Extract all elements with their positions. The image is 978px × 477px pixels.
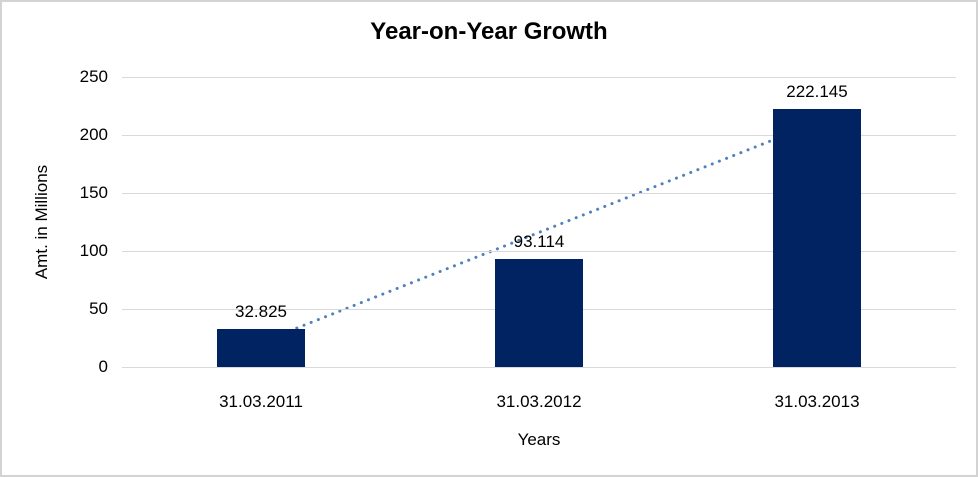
gridline [122,250,956,252]
gridline [122,366,956,368]
bar-31.03.2013 [773,109,861,367]
y-tick-label: 0 [98,357,108,376]
x-category-label: 31.03.2012 [496,392,582,411]
gridline [122,192,956,194]
y-tick-label: 50 [89,299,108,318]
bar-31.03.2011 [217,328,305,367]
x-category-label: 31.03.2011 [219,392,303,411]
plot-area: 32.825 93.114 222.145 [122,76,956,368]
chart-title: Year-on-Year Growth [370,18,608,45]
data-label: 32.825 [235,301,287,321]
y-tick-label: 150 [79,183,108,202]
x-category-label: 31.03.2013 [774,392,860,411]
data-label: 93.114 [513,232,565,251]
y-tick-label: 250 [79,67,108,86]
gridline [122,134,956,136]
x-axis-title: Years [517,430,561,449]
data-label: 222.145 [786,82,848,102]
y-tick-label: 100 [79,241,108,260]
y-tick-label: 200 [79,125,108,144]
gridline [122,76,956,78]
bar-31.03.2012 [495,259,583,367]
y-axis-title: Amt. in Millions [32,164,51,280]
